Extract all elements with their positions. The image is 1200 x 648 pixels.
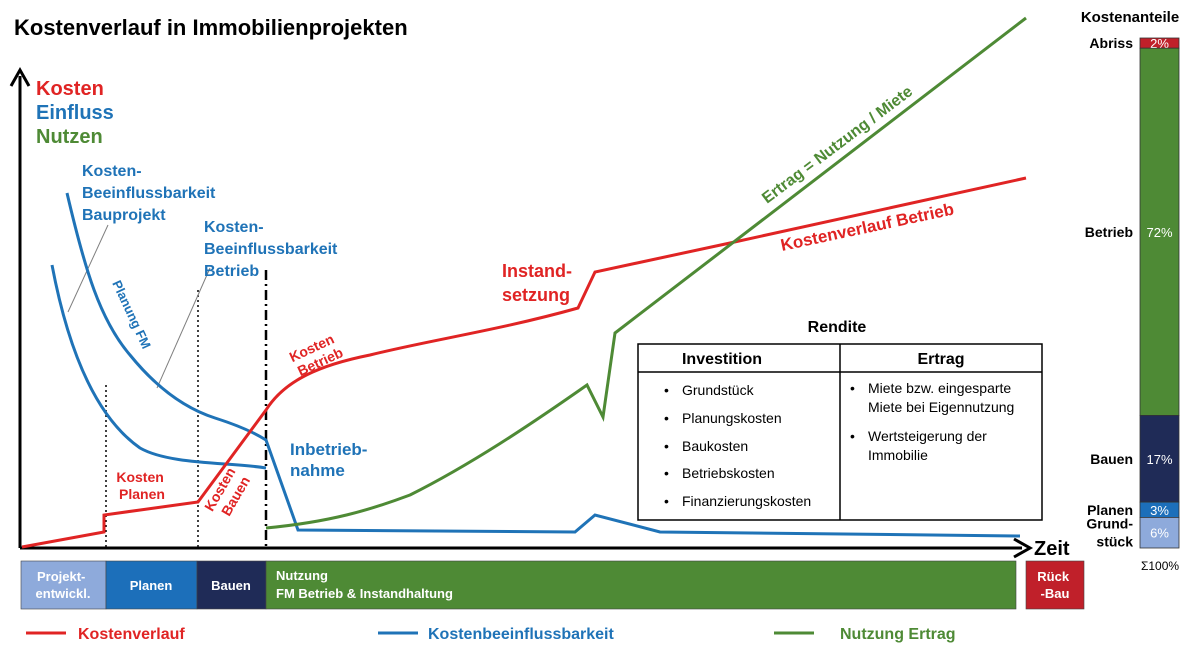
phase-label: Projekt- entwickl. <box>36 569 91 601</box>
annotation-kosten-betrieb: Kosten Betrieb <box>287 329 347 380</box>
cost-share-value-4: 6% <box>1150 526 1169 541</box>
cost-curve <box>21 176 1027 549</box>
ertrag-list: • Miete bzw. eingesparte Miete bei Eigen… <box>850 380 1014 463</box>
y-axis-arrow <box>9 66 31 87</box>
list-item: Wertsteigerung der <box>868 428 987 444</box>
list-item: Miete bzw. eingesparte <box>868 380 1011 396</box>
cost-shares-title: Kostenanteile <box>1081 9 1179 26</box>
x-label-zeit: Zeit <box>1034 538 1070 560</box>
influence-curve-bauprojekt <box>65 192 1021 538</box>
phase-planen <box>105 560 198 610</box>
list-item: • <box>664 382 669 398</box>
cost-shares-total: Σ100% <box>1141 559 1179 573</box>
list-item: • <box>850 380 855 396</box>
cost-share-value-0: 2% <box>1150 36 1169 51</box>
list-item: Grundstück <box>682 382 755 398</box>
legend-label-beeinflussbarkeit: Kostenbeeinflussbarkeit <box>428 626 615 643</box>
leader-betrieb <box>156 267 211 389</box>
rendite-title: Rendite <box>808 319 867 336</box>
phase-nutzung <box>265 560 1017 610</box>
list-item: • <box>664 465 669 481</box>
cost-share-bars: 2% Abriss 72% Betrieb 17% Bauen 3% Planen 6% Grun… <box>1085 35 1180 550</box>
cost-share-label-3: Planen <box>1087 502 1133 518</box>
cost-share-segment-2 <box>1139 414 1180 503</box>
cost-shares: Kostenanteile 2% Abriss 72% Betrieb 17% Bauen… <box>1081 9 1180 573</box>
annotation-planung-fm: Planung FM <box>109 278 154 351</box>
phase-rueckbau <box>1025 560 1085 610</box>
legend: Kostenverlauf Kostenbeeinflussbarkeit Nu… <box>26 626 956 643</box>
list-item: Finanzierungskosten <box>682 493 811 509</box>
cost-share-label-2: Bauen <box>1090 451 1133 467</box>
cost-share-segment-1 <box>1139 47 1180 416</box>
axes <box>9 66 1034 559</box>
list-item: Miete bei Eigennutzung <box>868 399 1014 415</box>
annotation-kosten-bauen: Kosten Bauen <box>201 461 255 522</box>
phase-projektentwicklung <box>20 560 107 610</box>
y-label-kosten: Kosten <box>36 78 104 100</box>
rendite-table: Rendite Investition Ertrag • Grundstück … <box>637 319 1043 521</box>
cost-share-value-2: 17% <box>1146 452 1172 467</box>
y-label-nutzen: Nutzen <box>36 126 103 148</box>
x-axis-arrow <box>1013 537 1034 559</box>
list-item: Immobilie <box>868 447 928 463</box>
cost-share-label-1: Betrieb <box>1085 224 1133 240</box>
list-item: Planungskosten <box>682 410 782 426</box>
phase-label: Nutzung FM Betrieb & Instandhaltung <box>276 568 453 601</box>
page-title: Kostenverlauf in Immobilienprojekten <box>14 15 408 40</box>
rendite-header-ertrag: Ertrag <box>917 351 964 368</box>
investition-list: • Grundstück • Planungskosten • Baukoste… <box>664 382 811 509</box>
cost-share-label-4: Grund-stück <box>1086 516 1133 550</box>
annotation-kb-betrieb: Kosten- Beeinflussbarkeit Betrieb <box>204 219 342 280</box>
cost-share-value-1: 72% <box>1146 225 1172 240</box>
annotation-kb-bauprojekt: Kosten- Beeinflussbarkeit Bauprojekt <box>82 163 220 224</box>
annotation-kosten-planen: Kosten Planen <box>116 469 167 502</box>
phase-label: Rück -Bau <box>1037 569 1072 601</box>
list-item: • <box>664 438 669 454</box>
phase-label: Planen <box>130 578 173 593</box>
phase-label: Bauen <box>211 578 251 593</box>
influence-curve-betrieb <box>50 264 267 470</box>
list-item: • <box>664 410 669 426</box>
cost-share-segment-4 <box>1139 517 1180 549</box>
annotation-instandsetzung: Instand- setzung <box>502 261 577 305</box>
cost-share-value-3: 3% <box>1150 503 1169 518</box>
annotation-inbetriebnahme: Inbetrieb- nahme <box>290 440 372 480</box>
list-item: Betriebskosten <box>682 465 775 481</box>
rendite-header-investition: Investition <box>682 351 762 368</box>
annotation-ertrag-nutzung: Ertrag = Nutzung / Miete <box>759 83 916 207</box>
legend-label-nutzung: Nutzung Ertrag <box>840 626 956 643</box>
revenue-curve <box>265 16 1027 530</box>
cost-share-label-0: Abriss <box>1089 35 1133 51</box>
phase-bauen <box>196 560 267 610</box>
y-label-einfluss: Einfluss <box>36 102 114 124</box>
list-item: • <box>850 428 855 444</box>
list-item: Baukosten <box>682 438 748 454</box>
legend-label-kostenverlauf: Kostenverlauf <box>78 626 185 643</box>
phase-bar: Projekt- entwickl. Planen Bauen Nutzung … <box>20 560 1085 610</box>
list-item: • <box>664 493 669 509</box>
